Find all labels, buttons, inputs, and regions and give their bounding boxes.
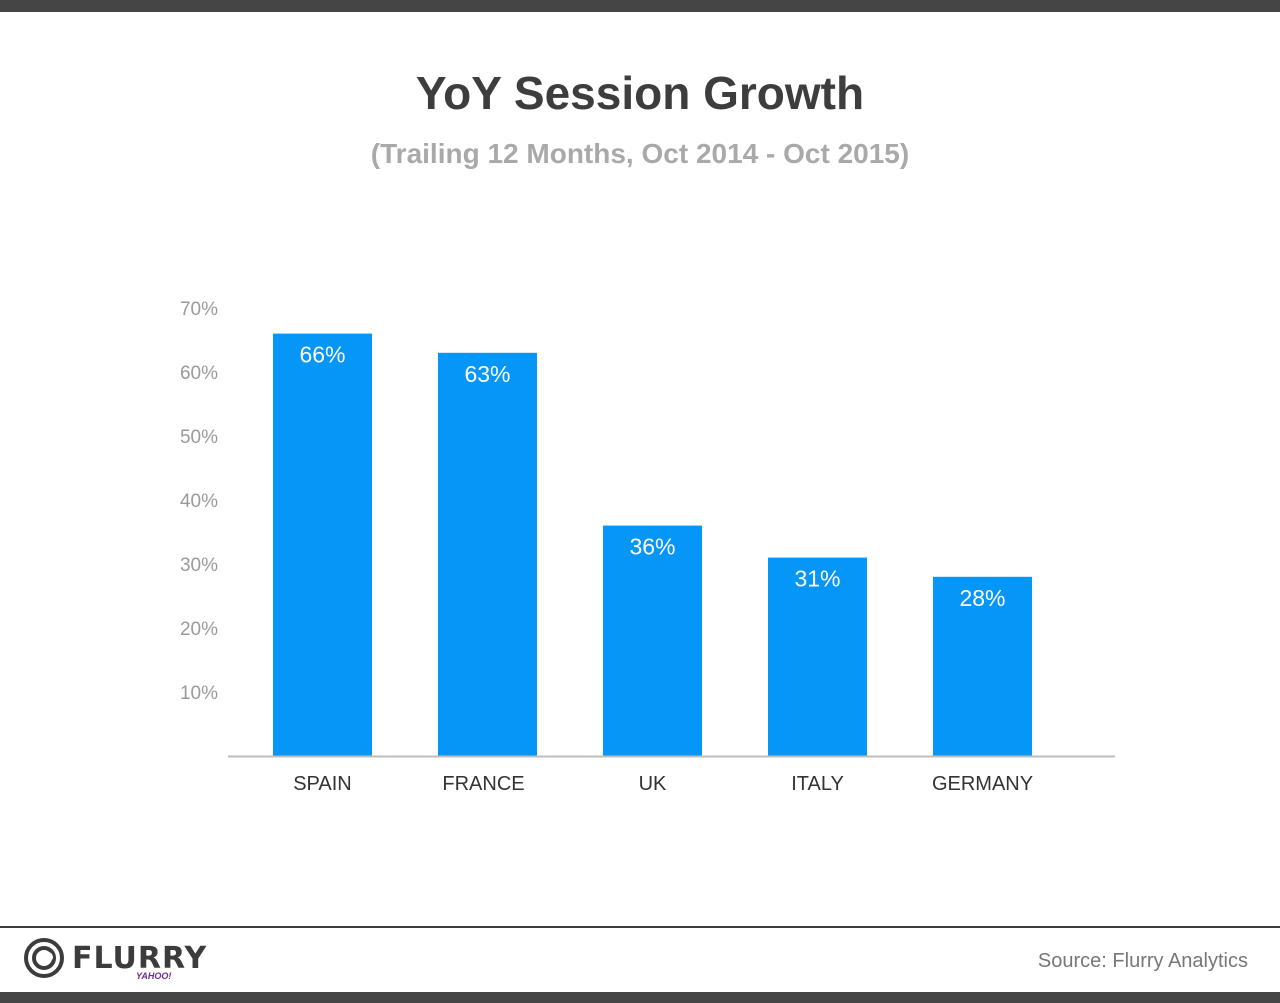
bar-chart: 10% 20% 30% 40% 50% 60% 70% 66% SPAIN 63% FRANCE 36… (180, 299, 1115, 795)
bar-france (438, 352, 537, 756)
y-tick-label: 30% (180, 555, 218, 576)
flurry-swirl-icon (24, 938, 64, 978)
bar-italy (768, 557, 867, 756)
bottom-bar (0, 992, 1280, 1003)
source-note: Source: Flurry Analytics (1037, 950, 1248, 972)
x-category-label: UK (639, 773, 667, 795)
logo-subtext: YAHOO! (136, 971, 172, 981)
y-tick-label: 10% (180, 683, 218, 704)
y-tick-label: 50% (180, 427, 218, 448)
bar-spain (273, 333, 372, 756)
logo-wordmark: FLURRY (72, 941, 208, 976)
x-category-label: SPAIN (293, 773, 352, 795)
chart-title: YoY Session Growth (415, 67, 865, 119)
y-tick-label: 20% (180, 619, 218, 640)
flurry-logo: FLURRY YAHOO! (24, 938, 206, 982)
bar-value-label: 31% (794, 566, 840, 592)
y-tick-label: 70% (180, 299, 218, 320)
bar-germany (933, 576, 1032, 756)
bar-value-label: 66% (299, 342, 345, 368)
footer-divider (0, 926, 1280, 928)
bar-uk (603, 525, 702, 756)
x-category-label: FRANCE (442, 773, 524, 795)
top-bar (0, 0, 1280, 12)
bar-value-label: 28% (959, 585, 1005, 611)
y-tick-label: 60% (180, 363, 218, 384)
y-tick-label: 40% (180, 491, 218, 512)
chart-subtitle: (Trailing 12 Months, Oct 2014 - Oct 2015… (370, 138, 910, 169)
bar-value-label: 63% (464, 361, 510, 387)
x-category-label: GERMANY (932, 773, 1033, 795)
bar-value-label: 36% (629, 534, 675, 560)
x-category-label: ITALY (791, 773, 844, 795)
